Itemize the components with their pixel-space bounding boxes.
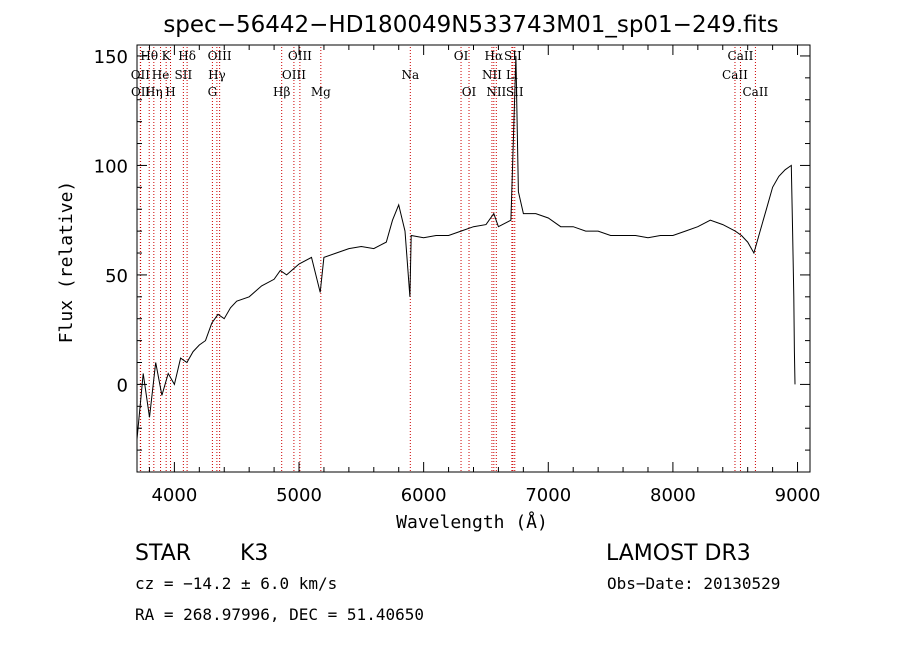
y-tick-label: 0: [117, 375, 128, 396]
line-mark-label: OIII: [282, 68, 306, 82]
line-mark-label: OII: [131, 85, 151, 99]
obs-date-text: Obs−Date: 20130529: [607, 574, 780, 593]
coordinates-text: RA = 268.97996, DEC = 51.40650: [135, 605, 424, 624]
line-mark-label: CaII: [728, 49, 754, 63]
line-mark-label: Mg: [311, 85, 331, 99]
line-mark-label: Hα: [485, 49, 504, 63]
spectral-line-markers: [139, 47, 756, 472]
line-mark-label: Li: [506, 68, 518, 82]
chart-title: spec−56442−HD180049N533743M01_sp01−249.f…: [163, 12, 778, 38]
line-mark-label: CaII: [722, 68, 748, 82]
line-mark-label: SII: [175, 68, 193, 82]
x-tick-label: 8000: [650, 485, 696, 506]
plot-frame: [136, 44, 811, 473]
line-mark-label: Hβ: [273, 85, 290, 99]
x-axis-title: Wavelength (Å): [396, 511, 548, 533]
y-tick-label: 150: [94, 47, 128, 68]
line-mark-label: Hγ: [208, 68, 226, 82]
spectrum-series-line: [136, 55, 796, 440]
y-tick-label: 100: [94, 156, 128, 177]
line-mark-label: CaII: [742, 85, 768, 99]
y-tick-label: 50: [105, 266, 128, 287]
line-mark-label: H: [165, 85, 175, 99]
subclass-label: K3: [240, 541, 268, 566]
x-tick-label: 7000: [525, 485, 571, 506]
line-mark-label: OI: [454, 49, 469, 63]
line-mark-label: He: [152, 68, 170, 82]
x-tick-label: 9000: [775, 485, 821, 506]
survey-label: LAMOST DR3: [606, 541, 751, 566]
line-mark-label: NII: [486, 85, 506, 99]
line-mark-label: OIII: [208, 49, 232, 63]
line-mark-label: SII: [504, 49, 522, 63]
x-tick-label: 6000: [401, 485, 447, 506]
velocity-text: cz = −14.2 ± 6.0 km/s: [135, 574, 337, 593]
line-mark-label: OI: [462, 85, 477, 99]
line-mark-label: NII: [482, 68, 502, 82]
line-mark-label: G: [208, 85, 218, 99]
line-mark-label: Hθ: [140, 49, 158, 63]
y-axis-title: Flux (relative): [56, 181, 77, 344]
line-mark-label: OIII: [288, 49, 312, 63]
line-mark-label: Hδ: [178, 49, 196, 63]
line-mark-label: Hη: [145, 85, 163, 99]
x-tick-label: 4000: [151, 485, 197, 506]
object-class-label: STAR: [135, 541, 191, 566]
line-mark-label: K: [162, 49, 172, 63]
line-mark-label: Na: [401, 68, 419, 82]
line-mark-label: OII: [131, 68, 151, 82]
axis-ticks: 4000 5000 6000 7000 8000 9000 0 50 100 150: [94, 45, 821, 506]
x-tick-label: 5000: [276, 485, 322, 506]
